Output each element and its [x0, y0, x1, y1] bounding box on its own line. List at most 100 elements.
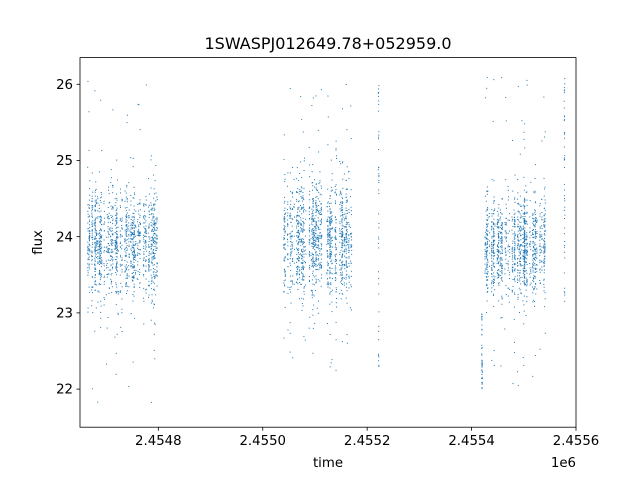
data-point	[345, 217, 347, 219]
data-point	[99, 253, 101, 255]
data-point	[497, 210, 499, 212]
data-point	[315, 256, 317, 258]
data-point	[526, 246, 528, 248]
data-point	[125, 286, 127, 288]
data-point	[520, 239, 522, 241]
data-point	[114, 219, 116, 221]
data-point	[330, 256, 332, 258]
data-point	[309, 240, 311, 242]
data-point	[320, 221, 322, 223]
data-point	[111, 292, 113, 293]
data-point	[523, 176, 525, 178]
data-point	[153, 207, 155, 209]
data-point	[514, 198, 516, 200]
data-point	[524, 245, 526, 247]
data-point	[94, 247, 96, 249]
data-point	[99, 253, 101, 255]
data-point	[308, 242, 310, 244]
data-point	[301, 187, 303, 189]
data-point	[294, 216, 295, 218]
data-point	[289, 289, 291, 291]
data-point	[130, 233, 132, 235]
data-point	[103, 239, 105, 241]
data-point	[303, 160, 305, 162]
data-point	[283, 238, 285, 240]
data-point	[283, 202, 285, 204]
data-point	[335, 202, 337, 204]
data-point	[116, 242, 118, 244]
data-point	[119, 230, 121, 232]
data-point	[486, 209, 488, 211]
data-point	[535, 255, 537, 257]
data-point	[110, 182, 112, 184]
data-point	[148, 284, 150, 286]
data-point	[329, 197, 331, 199]
data-point	[151, 213, 153, 215]
data-point	[534, 202, 536, 204]
data-point	[312, 233, 314, 235]
data-point	[519, 258, 521, 260]
data-point	[125, 264, 127, 266]
data-point	[500, 258, 502, 260]
data-point	[525, 222, 527, 224]
data-point	[296, 220, 298, 222]
data-point	[303, 266, 305, 268]
data-point	[505, 223, 507, 225]
data-point	[116, 236, 118, 238]
data-point	[351, 239, 353, 241]
data-point	[539, 269, 541, 271]
data-point	[290, 280, 292, 282]
data-point	[514, 212, 516, 214]
data-point	[335, 155, 337, 157]
data-point	[308, 276, 310, 278]
data-point	[329, 229, 331, 231]
data-point	[529, 276, 531, 278]
data-point	[535, 257, 537, 259]
data-point	[517, 269, 519, 271]
data-point	[292, 357, 294, 359]
data-point	[327, 250, 329, 252]
data-point	[348, 222, 350, 224]
data-point	[291, 230, 293, 232]
data-point	[491, 222, 493, 224]
data-point	[132, 276, 134, 278]
data-point	[111, 280, 113, 282]
data-point	[335, 189, 337, 191]
data-point	[284, 220, 286, 222]
data-point	[481, 388, 483, 390]
data-point	[346, 238, 348, 240]
data-point	[525, 191, 527, 193]
data-point	[330, 362, 332, 364]
data-point	[499, 265, 501, 267]
data-point	[486, 291, 488, 293]
data-point	[318, 258, 320, 260]
data-point	[534, 214, 536, 216]
data-point	[107, 248, 109, 250]
data-point	[523, 230, 525, 232]
data-point	[341, 224, 343, 226]
data-point	[303, 293, 305, 295]
y-tick-label: 26	[56, 78, 73, 93]
data-point	[335, 244, 337, 246]
data-point	[486, 214, 488, 216]
data-point	[497, 251, 499, 253]
data-point	[155, 243, 157, 245]
data-point	[327, 202, 329, 204]
data-point	[290, 255, 292, 257]
data-point	[121, 271, 123, 273]
data-point	[511, 220, 513, 222]
data-point	[94, 260, 96, 262]
data-point	[496, 248, 498, 250]
data-point	[308, 207, 310, 209]
data-point	[498, 241, 500, 243]
data-point	[334, 229, 336, 231]
data-point	[298, 241, 300, 243]
data-point	[292, 218, 294, 220]
data-point	[350, 244, 352, 246]
data-point	[143, 216, 145, 218]
data-point	[134, 235, 136, 237]
data-point	[291, 208, 293, 210]
data-point	[130, 262, 132, 264]
data-point	[331, 278, 333, 280]
data-point	[312, 258, 314, 260]
